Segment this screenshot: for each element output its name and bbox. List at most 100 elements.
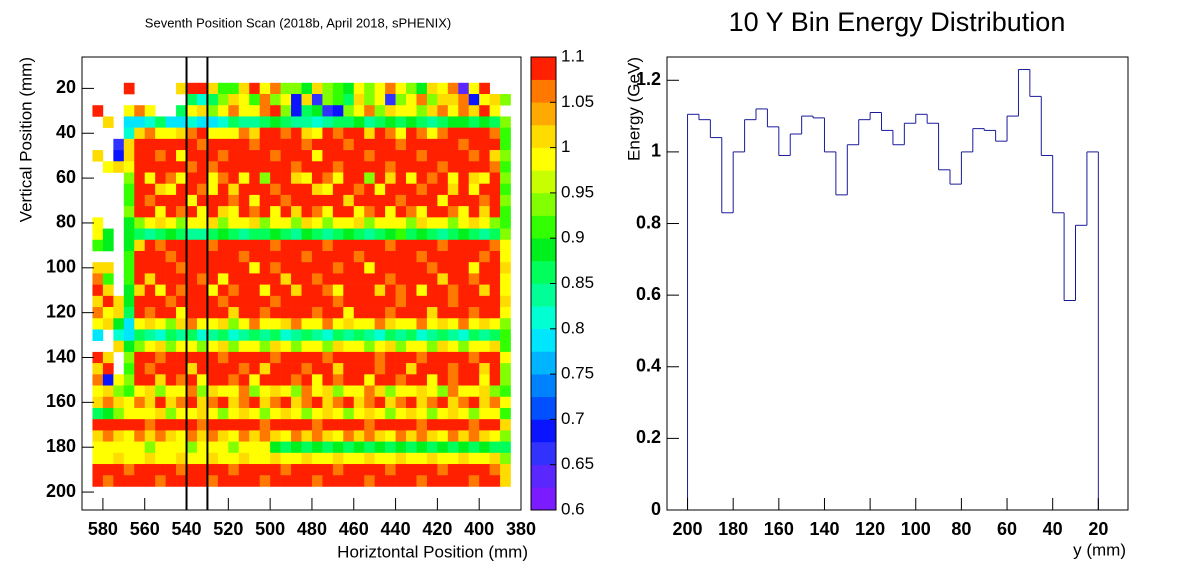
heat-cell [228,318,240,330]
heat-cell [134,430,146,442]
heat-cell [479,363,490,375]
x-tick-label: 560 [130,519,160,539]
heat-cell [332,452,344,465]
heat-cell [332,307,344,319]
heat-cell [437,419,449,431]
heat-cell [447,407,459,420]
heat-cell [406,206,417,218]
heat-cell [144,452,156,465]
heat-cell [311,385,323,398]
heat-cell [468,138,480,151]
heat-cell [238,161,250,173]
heat-cell [134,105,146,117]
heat-cell [196,318,208,330]
y-tick-label: 0.2 [636,427,661,447]
heat-cell [468,161,480,173]
heat-cell [165,363,177,375]
heat-cell [406,363,417,375]
heat-cell [301,250,313,263]
heat-cell [395,295,407,308]
heat-cell [123,217,135,229]
heat-cell [134,194,146,207]
heat-cell [489,172,501,185]
heat-cell [479,138,490,151]
heat-cell [458,363,470,375]
heat-cell [416,217,428,229]
heat-cell [228,441,240,454]
heat-cell [385,407,396,420]
heat-cell [102,116,114,128]
heat-cell [186,273,198,285]
heat-cell [426,441,438,454]
heat-cell [207,250,219,263]
heat-cell [186,441,198,454]
heat-cell [343,138,355,151]
heat-cell [92,217,104,229]
heat-cell [259,452,271,465]
heat-cell [311,239,323,252]
heat-cell [186,295,198,308]
heat-cell [343,82,355,95]
heat-cell [416,116,428,128]
heat-cell [353,340,365,353]
heat-cell [489,262,501,274]
heat-cell [155,464,166,476]
heat-cell [406,396,417,409]
heat-cell [343,385,355,398]
heat-cell [489,430,501,442]
heat-cell [364,329,375,341]
heat-cell [395,475,407,487]
x-tick-label: 460 [339,519,369,539]
heat-cell [374,396,386,409]
heat-cell [291,161,302,173]
heat-cell [311,105,323,117]
heat-cell [322,340,334,353]
heat-cell [134,138,146,151]
heat-cell [406,138,417,151]
heat-cell [280,284,292,297]
heat-cell [385,340,396,353]
heat-cell [280,250,292,263]
heat-cell [228,385,240,398]
heat-cell [123,475,135,487]
heat-cell [249,273,260,285]
heat-cell [113,161,125,173]
heat-cell [196,340,208,353]
heat-cell [228,363,240,375]
heat-cell [228,138,240,151]
heat-cell [447,127,459,140]
heat-cell [102,262,114,274]
heat-cell [207,172,219,185]
heat-cell [301,105,313,117]
heat-cell [207,127,219,140]
heat-cell [416,351,428,364]
heat-cell [468,295,480,308]
heat-cell [270,407,281,420]
heat-cell [228,127,240,140]
heat-cell [364,217,375,229]
heat-cell [437,396,449,409]
heat-cell [134,161,146,173]
heat-cell [259,318,271,330]
heat-cell [217,351,229,364]
heat-cell [416,329,428,341]
heat-cell [489,295,501,308]
heat-cell [311,329,323,341]
heat-cell [144,407,156,420]
heat-cell [311,127,323,140]
heat-cell [447,161,459,173]
heat-cell [416,318,428,330]
heat-cell [332,206,344,218]
heat-cell [500,351,511,364]
heat-cell [426,250,438,263]
heat-cell [113,295,125,308]
heat-cell [416,430,428,442]
heat-cell [217,206,229,218]
heat-cell [322,284,334,297]
heat-cell [270,82,281,95]
heat-cell [426,116,438,128]
heat-cell [207,138,219,151]
heat-cell [311,82,323,95]
heat-cell [500,116,511,128]
heat-cell [155,228,166,241]
